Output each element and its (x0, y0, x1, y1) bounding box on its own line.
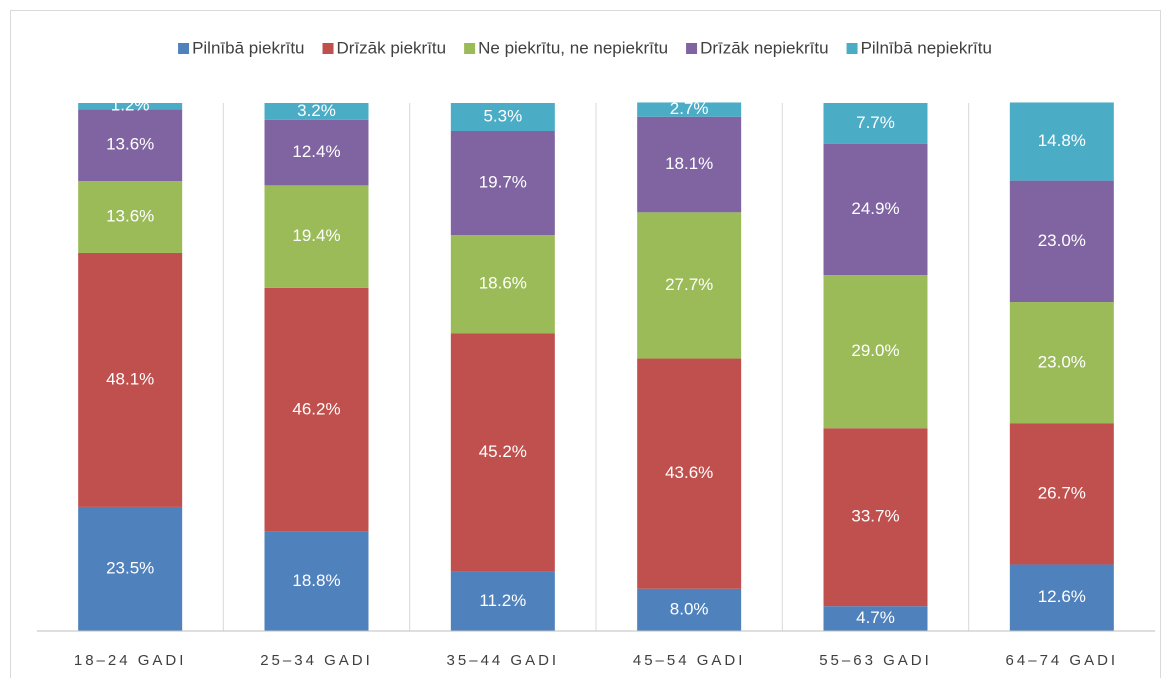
legend-label: Drīzāk piekrītu (337, 38, 447, 57)
legend-swatch (322, 43, 334, 54)
data-label: 12.4% (292, 142, 340, 161)
bar-segment (264, 185, 369, 288)
bar-segment (1009, 180, 1114, 303)
bar-segment (78, 252, 183, 507)
data-label: 11.2% (479, 591, 526, 610)
x-tick-label: 25–34 GADI (260, 652, 373, 669)
bar-segment (78, 103, 183, 110)
data-label: 4.7% (856, 608, 895, 627)
legend-label: Drīzāk nepiekrītu (700, 38, 829, 57)
data-label: 3.2% (297, 101, 336, 120)
data-label: 13.6% (106, 207, 154, 226)
bar-segment (823, 606, 928, 631)
data-label: 13.6% (106, 135, 154, 154)
data-label: 5.3% (483, 106, 522, 125)
bar-segment (637, 102, 742, 117)
data-label: 23.0% (1038, 352, 1086, 371)
legend-label: Pilnībā nepiekrītu (861, 38, 992, 57)
bar-segment (823, 103, 928, 144)
data-label: 43.6% (665, 463, 713, 482)
x-tick-label: 45–54 GADI (633, 652, 746, 669)
bar-segment (823, 275, 928, 429)
data-label: 23.0% (1038, 231, 1086, 250)
data-label: 2.7% (670, 99, 709, 118)
data-label: 48.1% (106, 369, 154, 388)
bar-segment (823, 428, 928, 607)
bar-segment (637, 588, 742, 631)
data-label: 8.0% (670, 599, 709, 618)
x-tick-label: 18–24 GADI (74, 652, 187, 669)
bar-segment (78, 181, 183, 253)
data-label: 18.6% (479, 274, 527, 293)
data-label: 18.1% (665, 154, 713, 173)
data-label: 33.7% (851, 507, 899, 526)
legend-swatch (846, 43, 858, 54)
bar-segment (637, 116, 742, 213)
bar-segment (637, 212, 742, 359)
bar-segment (450, 130, 555, 235)
bar-segment (1009, 102, 1114, 181)
bar-segment (78, 506, 183, 631)
bar-segment (264, 531, 369, 631)
data-label: 26.7% (1038, 483, 1086, 502)
data-label: 1.2% (111, 96, 150, 115)
legend-swatch (464, 43, 476, 54)
data-label: 46.2% (292, 399, 340, 418)
bar-segment (1009, 423, 1114, 565)
bar-segment (450, 235, 555, 334)
x-tick-label: 55–63 GADI (819, 652, 932, 669)
data-label: 27.7% (665, 275, 713, 294)
legend-label: Pilnībā piekrītu (192, 38, 304, 57)
data-label: 14.8% (1038, 131, 1086, 150)
bar-segment (823, 143, 928, 276)
data-label: 23.5% (106, 558, 154, 577)
bar-segment (637, 358, 742, 589)
bar-segment (1009, 302, 1114, 424)
bar-segment (450, 103, 555, 131)
bar-segment (1009, 564, 1114, 631)
data-label: 7.7% (856, 113, 895, 132)
bar-segment (264, 119, 369, 186)
chart-frame (10, 10, 1161, 678)
bar-segment (264, 287, 369, 532)
data-label: 24.9% (851, 199, 899, 218)
bar-segment (450, 333, 555, 572)
data-label: 19.7% (479, 172, 527, 191)
legend-swatch (686, 43, 698, 54)
bar-segment (450, 571, 555, 631)
data-label: 19.4% (292, 226, 340, 245)
bar-segment (264, 103, 369, 120)
data-label: 45.2% (479, 442, 527, 461)
legend-swatch (178, 43, 190, 54)
x-tick-label: 64–74 GADI (1006, 652, 1119, 669)
data-label: 29.0% (851, 341, 899, 360)
legend-label: Ne piekrītu, ne nepiekrītu (478, 38, 668, 57)
x-tick-label: 35–44 GADI (447, 652, 560, 669)
data-label: 12.6% (1038, 587, 1086, 606)
data-label: 18.8% (292, 571, 340, 590)
bar-segment (78, 109, 183, 182)
